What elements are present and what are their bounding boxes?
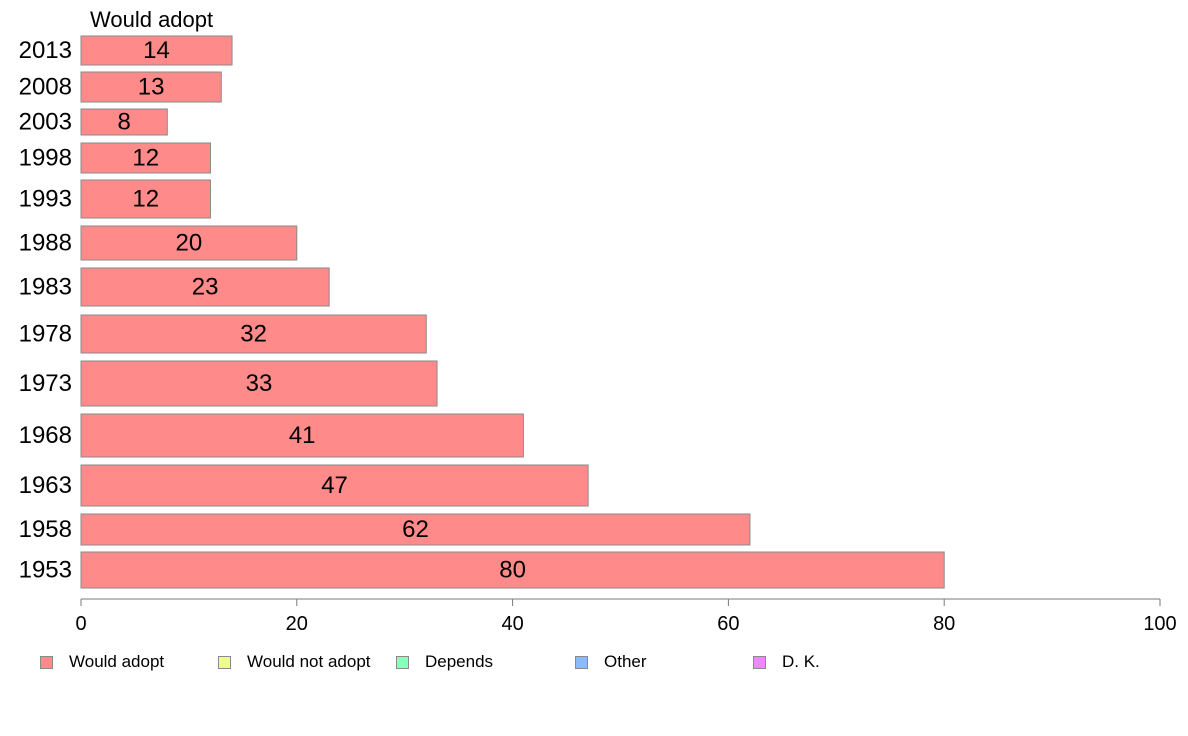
bar-value-label: 80 xyxy=(499,557,526,584)
category-label: 1963 xyxy=(19,472,72,499)
bar-value-label: 62 xyxy=(402,516,429,543)
bar-1998 xyxy=(80,142,211,174)
legend-swatch-other xyxy=(575,655,588,669)
bar-value-label: 47 xyxy=(321,472,348,499)
category-label: 2008 xyxy=(19,74,72,101)
legend: Would adopt Would not adopt Depends Othe… xyxy=(0,652,1188,674)
bar-2008 xyxy=(80,71,222,103)
legend-label: Would not adopt xyxy=(247,652,371,671)
legend-swatch-depends xyxy=(396,655,409,669)
legend-item-depends: Depends xyxy=(396,652,493,672)
x-tick-label: 60 xyxy=(717,613,739,635)
bar-chart: Would adopt 14 2013 13 2008 8 2003 12 1998 12 199… xyxy=(19,7,1177,635)
bar-value-label: 14 xyxy=(143,37,170,64)
bar-value-label: 41 xyxy=(289,422,316,449)
bar-1973 xyxy=(80,360,438,407)
bar-value-label: 12 xyxy=(132,145,159,172)
bar-value-label: 23 xyxy=(192,274,219,301)
bar-1953 xyxy=(80,551,945,589)
bar-1993 xyxy=(80,179,211,219)
category-label: 1953 xyxy=(19,557,72,584)
bar-value-label: 32 xyxy=(240,321,267,348)
x-tick-label: 20 xyxy=(286,613,308,635)
bar-1988 xyxy=(80,225,298,261)
category-label: 2013 xyxy=(19,37,72,64)
category-label: 1958 xyxy=(19,516,72,543)
category-label: 1993 xyxy=(19,186,72,213)
bar-2013 xyxy=(80,35,233,66)
bar-value-label: 20 xyxy=(176,230,203,257)
legend-label: Depends xyxy=(425,652,494,671)
bar-1963 xyxy=(80,464,589,507)
bar-value-label: 13 xyxy=(138,74,165,101)
legend-item-would-adopt: Would adopt xyxy=(40,652,164,672)
legend-swatch-would-adopt xyxy=(40,655,53,669)
legend-label: Other xyxy=(604,652,647,671)
x-tick-label: 40 xyxy=(501,613,523,635)
bar-value-label: 33 xyxy=(246,370,273,397)
legend-item-other: Other xyxy=(575,652,647,672)
category-label: 1973 xyxy=(19,370,72,397)
category-label: 1968 xyxy=(19,422,72,449)
x-tick-label: 0 xyxy=(75,613,86,635)
category-label: 1978 xyxy=(19,321,72,348)
series-title: Would adopt xyxy=(90,7,213,32)
legend-swatch-dk xyxy=(753,655,766,669)
category-label: 1983 xyxy=(19,274,72,301)
bar-1983 xyxy=(80,267,330,307)
bar-value-label: 8 xyxy=(117,109,130,136)
bar-1958 xyxy=(80,513,751,546)
category-label: 1988 xyxy=(19,230,72,257)
x-tick-label: 80 xyxy=(933,613,955,635)
x-tick-label: 100 xyxy=(1143,613,1176,635)
legend-swatch-would-not-adopt xyxy=(218,655,231,669)
legend-label: D. K. xyxy=(782,652,820,671)
legend-item-dk: D. K. xyxy=(753,652,820,672)
bar-1978 xyxy=(80,314,427,354)
bar-value-label: 12 xyxy=(132,186,159,213)
legend-item-would-not-adopt: Would not adopt xyxy=(218,652,371,672)
category-label: 1998 xyxy=(19,145,72,172)
category-label: 2003 xyxy=(19,109,72,136)
legend-label: Would adopt xyxy=(69,652,165,671)
bar-1968 xyxy=(80,413,524,458)
bar-2003 xyxy=(80,108,168,136)
